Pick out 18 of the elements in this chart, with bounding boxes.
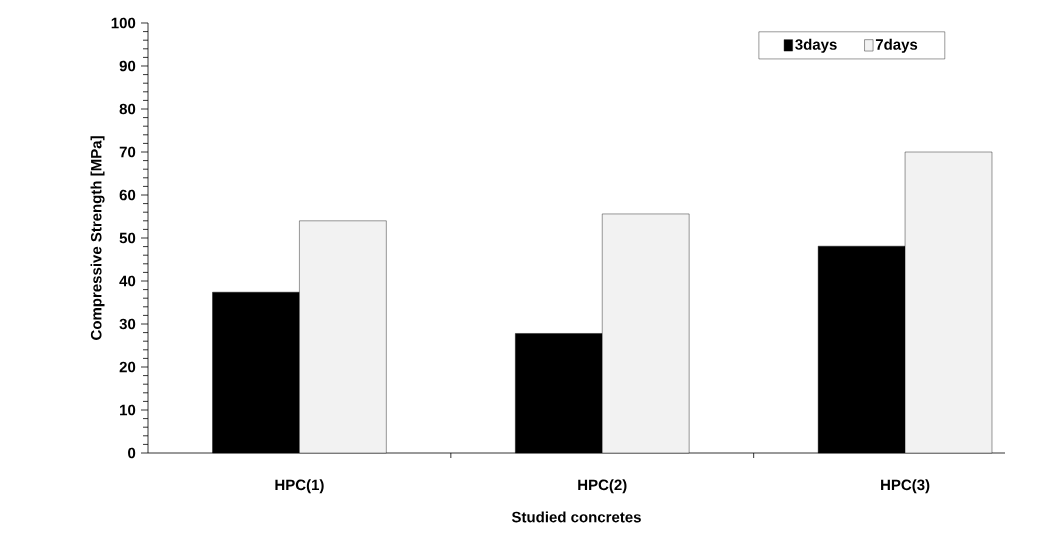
x-axis-title: Studied concretes	[511, 511, 641, 523]
legend-label: 3days	[795, 38, 837, 53]
x-tick-label: HPC(3)	[881, 479, 930, 494]
y-tick-label: 90	[119, 60, 136, 72]
y-tick-label: 0	[128, 447, 136, 459]
y-tick-label: 100	[111, 17, 136, 29]
y-tick-label: 30	[119, 318, 136, 330]
y-tick-label: 40	[119, 275, 136, 287]
y-tick-label: 70	[119, 146, 136, 158]
y-tick-label: 10	[120, 404, 136, 416]
x-tick-label: HPC(2)	[578, 479, 627, 494]
y-tick-label: 50	[119, 232, 136, 244]
y-tick-label: 20	[119, 361, 136, 373]
legend-label: 7days	[875, 38, 918, 53]
y-axis-title: Compressive Strength [MPa]	[90, 136, 105, 340]
y-tick-label: 80	[119, 103, 136, 115]
y-tick-label: 60	[119, 189, 136, 201]
x-tick-label: HPC(1)	[275, 479, 324, 494]
